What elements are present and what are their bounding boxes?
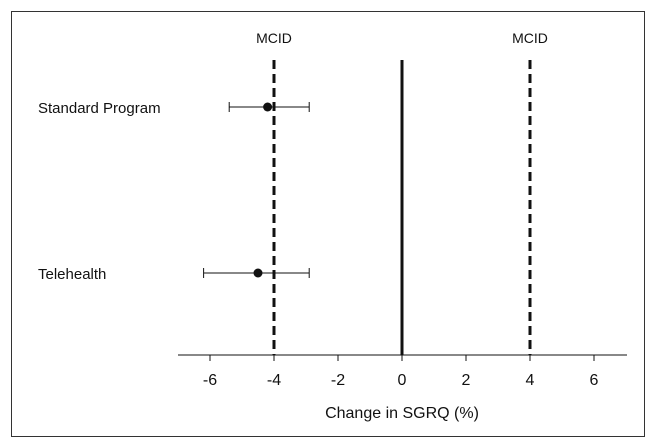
x-tick-label: 4 [526,372,535,389]
x-tick-label: -4 [267,372,281,389]
point-estimate [253,268,263,278]
x-tick-label: -2 [331,372,345,389]
x-tick-label: 2 [462,372,471,389]
reference-line-label: MCID [512,30,548,46]
x-tick-label: 0 [398,372,407,389]
series-label: Standard Program [38,100,161,117]
x-axis-title: Change in SGRQ (%) [325,405,479,422]
reference-line-label: MCID [256,30,292,46]
x-tick-label: 6 [590,372,599,389]
series-label: Telehealth [38,266,106,283]
x-tick-label: -6 [203,372,217,389]
point-estimate [263,102,273,112]
chart-frame [11,11,645,437]
